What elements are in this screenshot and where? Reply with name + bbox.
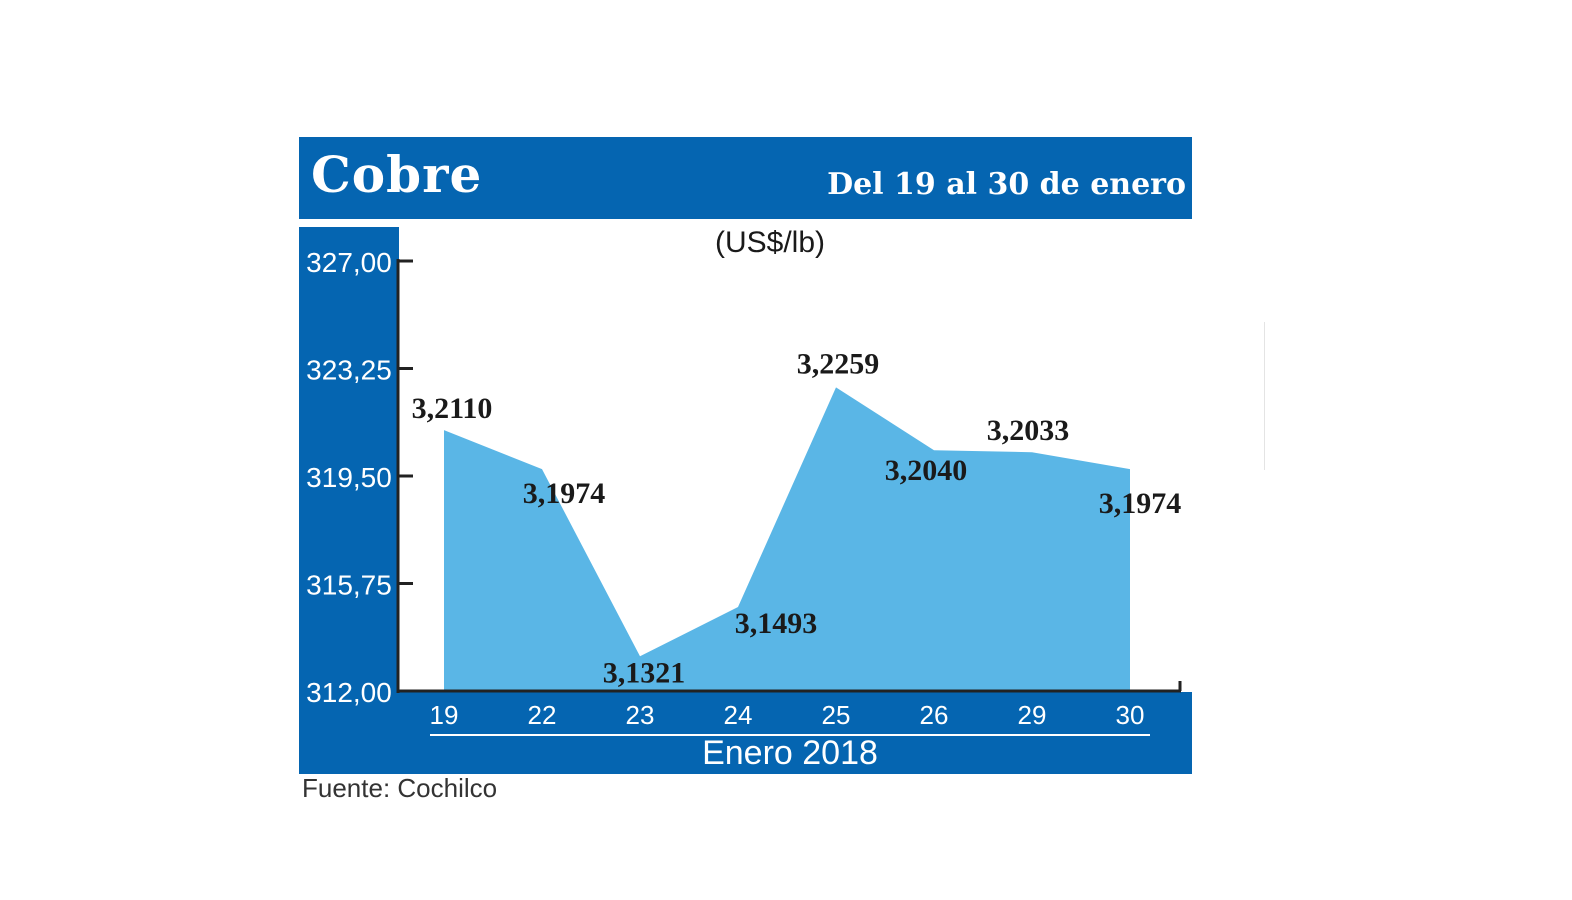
y-axis-band	[299, 227, 399, 774]
x-tick-label: 23	[626, 700, 655, 730]
y-tick-label: 327,00	[306, 247, 392, 278]
data-label: 3,1493	[735, 607, 818, 640]
x-axis-title-rule	[430, 734, 1150, 736]
unit-label: (US$/lb)	[714, 226, 826, 259]
y-tick-layer: 327,00 323,25 319,50 315,75 312,00	[306, 247, 413, 708]
x-tick-label: 30	[1116, 700, 1145, 730]
background-divider	[1264, 322, 1265, 470]
y-tick-label: 323,25	[306, 355, 392, 386]
y-tick-label: 319,50	[306, 462, 392, 493]
chart-title: Cobre	[311, 145, 483, 204]
x-tick-label: 24	[724, 700, 753, 730]
area-layer	[444, 387, 1130, 691]
y-tick-label: 315,75	[306, 570, 392, 601]
data-label: 3,1974	[1099, 487, 1182, 520]
x-tick-label: 25	[822, 700, 851, 730]
x-tick-label: 26	[920, 700, 949, 730]
data-label-layer: 3,2110 3,1974 3,1321 3,1493 3,2259 3,2040 3,20…	[412, 347, 1182, 689]
x-tick-label: 22	[528, 700, 557, 730]
series-area	[444, 387, 1130, 691]
data-label: 3,2040	[885, 454, 968, 487]
x-axis-band	[399, 692, 1192, 774]
data-label: 3,2110	[412, 392, 493, 425]
data-label: 3,1321	[603, 656, 686, 689]
y-tick-label: 312,00	[306, 677, 392, 708]
data-label: 3,2259	[797, 347, 880, 380]
x-axis-title: Enero 2018	[702, 734, 878, 772]
chart-subtitle: Del 19 al 30 de enero	[827, 167, 1186, 202]
source-note: Fuente: Cochilco	[302, 773, 498, 803]
title-bar: Cobre Del 19 al 30 de enero	[299, 137, 1192, 219]
data-label: 3,2033	[987, 414, 1070, 447]
data-label: 3,1974	[523, 477, 606, 510]
x-tick-layer: 19 22 23 24 25 26 29 30	[430, 700, 1145, 730]
x-tick-label: 29	[1018, 700, 1047, 730]
x-tick-label: 19	[430, 700, 459, 730]
